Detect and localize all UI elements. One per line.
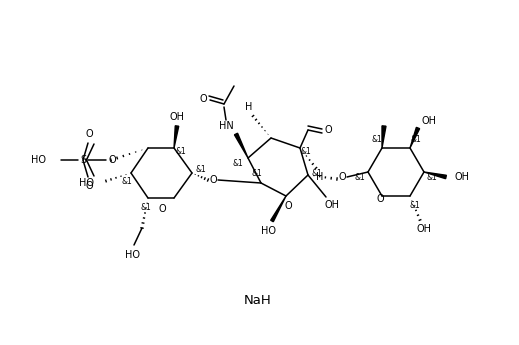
Text: O: O (85, 181, 93, 191)
Text: &1: &1 (354, 174, 365, 183)
Text: &1: &1 (301, 147, 311, 156)
Text: O: O (108, 155, 116, 165)
Text: O: O (158, 204, 166, 214)
Text: OH: OH (421, 116, 436, 126)
Text: NaH: NaH (244, 294, 272, 306)
Text: H: H (245, 102, 253, 112)
Text: &1: &1 (252, 168, 263, 177)
Polygon shape (424, 172, 446, 179)
Text: &1: &1 (175, 148, 186, 157)
Text: &1: &1 (427, 172, 438, 181)
Text: &1: &1 (196, 165, 207, 174)
Text: OH: OH (417, 224, 431, 234)
Polygon shape (382, 126, 386, 148)
Text: O: O (324, 125, 332, 135)
Text: O: O (199, 94, 207, 104)
Polygon shape (410, 127, 420, 148)
Text: H: H (316, 172, 324, 182)
Text: OH: OH (170, 112, 184, 122)
Text: S: S (80, 155, 86, 165)
Text: O: O (376, 194, 384, 204)
Text: HO: HO (31, 155, 46, 165)
Text: OH: OH (324, 200, 339, 210)
Text: O: O (284, 201, 292, 211)
Text: &1: &1 (372, 136, 383, 145)
Text: O: O (209, 175, 217, 185)
Text: O: O (338, 172, 346, 182)
Text: OH: OH (455, 172, 470, 182)
Text: HO: HO (261, 226, 276, 236)
Text: &1: &1 (411, 136, 421, 145)
Polygon shape (174, 126, 179, 148)
Text: &1: &1 (311, 168, 322, 177)
Text: HN: HN (218, 121, 234, 131)
Text: HO: HO (79, 178, 94, 188)
Text: &1: &1 (121, 177, 132, 186)
Text: HO: HO (125, 250, 140, 260)
Text: &1: &1 (141, 204, 152, 213)
Text: O: O (85, 129, 93, 139)
Polygon shape (271, 196, 286, 222)
Text: &1: &1 (233, 158, 243, 168)
Text: &1: &1 (409, 200, 420, 209)
Polygon shape (235, 133, 248, 158)
